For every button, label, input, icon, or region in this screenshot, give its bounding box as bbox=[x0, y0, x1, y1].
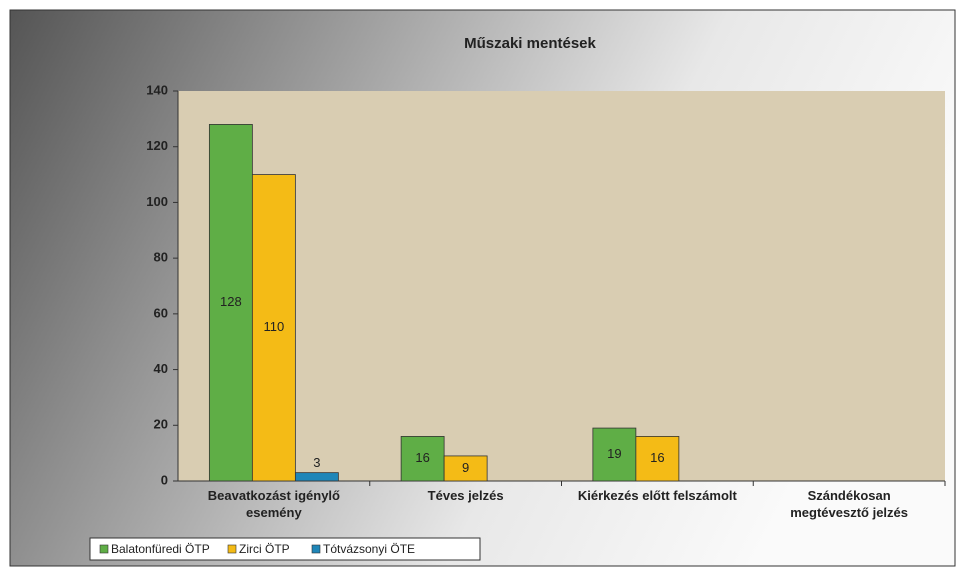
legend-swatch bbox=[99, 544, 109, 554]
y-tick-label: 100 bbox=[146, 194, 168, 209]
legend-label: Zirci ÖTP bbox=[239, 542, 290, 556]
data-label: 19 bbox=[607, 446, 621, 461]
bar bbox=[443, 455, 488, 482]
legend-swatch bbox=[227, 544, 237, 554]
legend-label: Balatonfüredi ÖTP bbox=[111, 542, 210, 556]
x-tick-label: Szándékosan megtévesztő jelzés bbox=[790, 488, 909, 520]
x-tick-label: Kiérkezés előtt felszámolt bbox=[577, 488, 737, 503]
bar bbox=[592, 427, 637, 482]
y-tick-label: 20 bbox=[154, 417, 168, 432]
y-tick-label: 60 bbox=[154, 305, 168, 320]
bar bbox=[400, 436, 445, 482]
legend-swatch bbox=[311, 544, 321, 554]
data-label: 3 bbox=[313, 455, 320, 470]
legend-label: Tótvázsonyi ÖTE bbox=[323, 542, 415, 556]
plot-area bbox=[178, 91, 945, 481]
x-tick-label: Beavatkozást igénylő esemény bbox=[207, 488, 340, 520]
legend bbox=[89, 537, 481, 561]
data-label: 16 bbox=[650, 450, 664, 465]
x-tick-label: Téves jelzés bbox=[427, 488, 504, 503]
data-label: 16 bbox=[415, 450, 429, 465]
bar bbox=[294, 472, 339, 482]
data-label: 128 bbox=[220, 294, 242, 309]
bar bbox=[251, 174, 296, 482]
y-tick-label: 80 bbox=[154, 250, 168, 265]
y-tick-label: 0 bbox=[161, 472, 168, 487]
y-tick-label: 140 bbox=[146, 82, 168, 97]
data-label: 9 bbox=[462, 460, 469, 475]
y-tick-label: 40 bbox=[154, 361, 168, 376]
data-label: 110 bbox=[264, 319, 285, 334]
bar bbox=[635, 436, 680, 482]
bar bbox=[208, 124, 253, 482]
chart-title: Műszaki mentések bbox=[464, 35, 596, 52]
y-tick-label: 120 bbox=[146, 138, 168, 153]
